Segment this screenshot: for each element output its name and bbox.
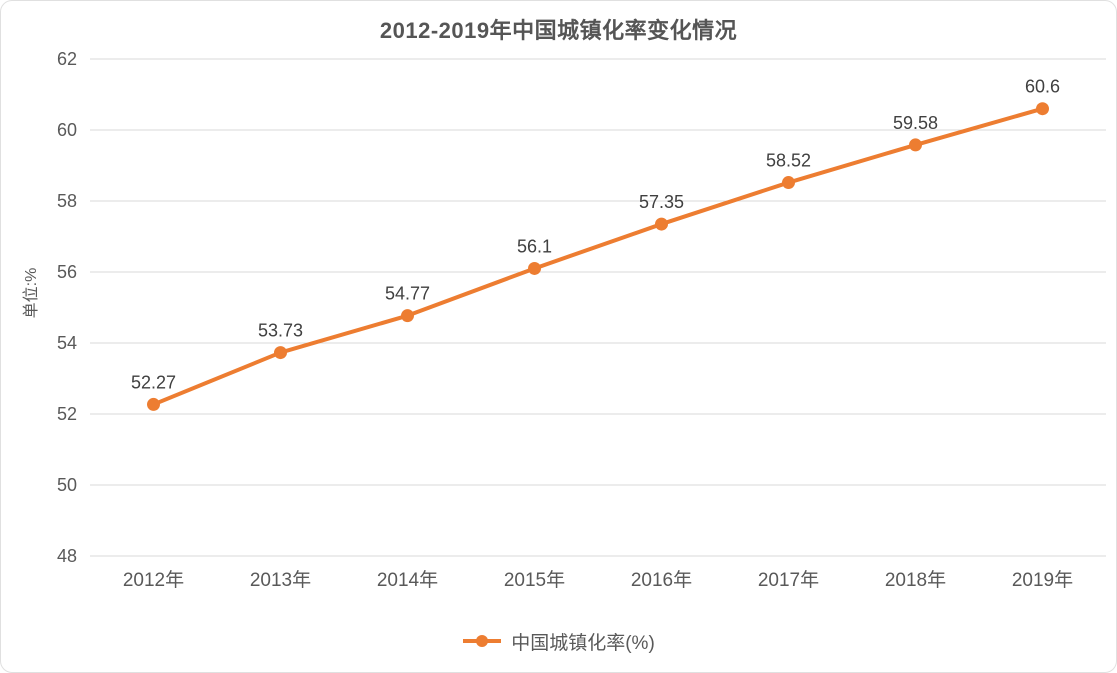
y-axis-tick-label: 48 bbox=[57, 546, 77, 566]
series-line bbox=[151, 106, 1045, 407]
data-point-label: 52.27 bbox=[131, 372, 176, 392]
chart-title: 2012-2019年中国城镇化率变化情况 bbox=[379, 18, 738, 43]
x-axis-tick-label: 2013年 bbox=[250, 569, 311, 591]
data-point-label: 58.52 bbox=[766, 151, 811, 171]
data-point-label: 54.77 bbox=[385, 284, 430, 304]
data-point-marker bbox=[274, 346, 287, 360]
data-point-marker bbox=[655, 217, 668, 231]
x-axis-tick-label: 2019年 bbox=[1012, 569, 1073, 591]
x-axis-tick-label: 2017年 bbox=[758, 569, 819, 591]
x-axis-tick-label: 2012年 bbox=[123, 569, 184, 591]
y-axis-tick-label: 54 bbox=[57, 333, 77, 353]
data-point-label: 57.35 bbox=[639, 192, 684, 212]
data-point-marker bbox=[1036, 102, 1049, 116]
x-axis-tick-label: 2014年 bbox=[377, 569, 438, 591]
y-axis-tick-label: 60 bbox=[57, 120, 77, 140]
y-axis-tick-label: 58 bbox=[57, 191, 77, 211]
x-axis-tick-label: 2018年 bbox=[885, 569, 946, 591]
legend: 中国城镇化率(%) bbox=[1, 627, 1116, 655]
x-axis-tick-label: 2016年 bbox=[631, 569, 692, 591]
y-axis-tick-label: 52 bbox=[57, 404, 77, 424]
x-axis-tick-label: 2015年 bbox=[504, 569, 565, 591]
y-axis-tick-label: 62 bbox=[57, 49, 77, 69]
data-point-label: 60.6 bbox=[1025, 77, 1060, 97]
legend-line-marker-icon bbox=[463, 635, 502, 647]
data-point-marker bbox=[909, 138, 922, 152]
data-point-marker bbox=[401, 309, 414, 323]
data-point-marker bbox=[147, 397, 160, 411]
legend-label: 中国城镇化率(%) bbox=[511, 632, 655, 654]
data-point-label: 53.73 bbox=[258, 321, 303, 341]
y-axis-tick-label: 56 bbox=[57, 262, 77, 282]
data-point-label: 59.58 bbox=[893, 113, 938, 133]
data-point-label: 56.1 bbox=[517, 236, 552, 256]
y-axis-tick-label: 50 bbox=[57, 475, 77, 495]
data-point-marker bbox=[782, 176, 795, 190]
data-point-marker bbox=[528, 261, 541, 275]
